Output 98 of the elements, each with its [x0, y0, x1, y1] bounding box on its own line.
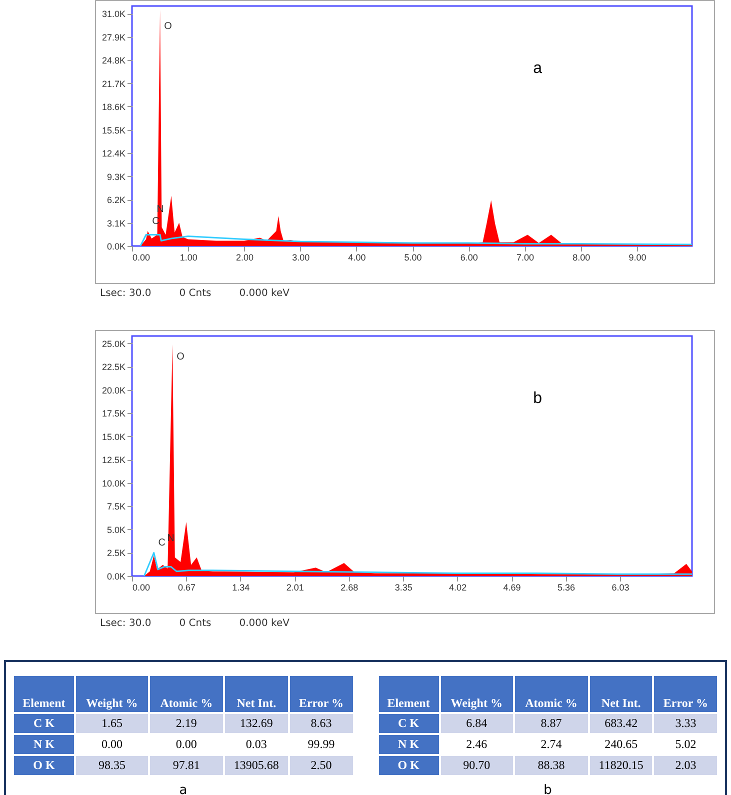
- x-tick-label: 0.00: [132, 252, 150, 262]
- x-tick-label: 3.00: [292, 252, 310, 262]
- text: 11820.15: [598, 758, 644, 772]
- line-series: [143, 552, 692, 576]
- text: 0.000 keV: [239, 618, 290, 629]
- category-label: O K: [398, 758, 420, 772]
- category-label: O K: [33, 758, 55, 772]
- y-tick-label: 25.0K: [102, 338, 126, 349]
- x-tick-label: 6.03: [612, 582, 630, 592]
- text: a: [178, 783, 188, 795]
- category-label: C K: [33, 716, 54, 730]
- text: 88.38: [538, 758, 565, 772]
- x-tick-label: 4.69: [503, 582, 521, 592]
- x-tick-label: 5.00: [404, 252, 422, 262]
- text: 2.19: [176, 716, 197, 730]
- text: 8.87: [540, 716, 562, 730]
- text: 2.50: [310, 758, 332, 772]
- y-tick-label: 20.0K: [102, 385, 126, 396]
- x-tick-label: 2.68: [340, 582, 358, 592]
- y-tick-label: 9.3K: [106, 172, 126, 182]
- text: 8.63: [310, 716, 332, 730]
- y-tick-label: 12.4K: [102, 148, 126, 158]
- category-label: Weight %: [440, 676, 513, 712]
- y-tick-label: 0.0K: [106, 572, 126, 582]
- y-tick-label: 12.5K: [102, 455, 126, 466]
- y-tick-label: 15.5K: [102, 125, 126, 136]
- y-tick-label: 22.5K: [102, 362, 126, 372]
- x-tick-label: 4.00: [348, 252, 366, 262]
- text: 3.33: [675, 716, 696, 730]
- x-tick-label: 2.01: [286, 582, 304, 592]
- text: 99.99: [308, 737, 335, 751]
- text: a: [533, 60, 542, 77]
- text: b: [533, 390, 542, 407]
- text: 0.03: [246, 737, 267, 751]
- text: Lsec: 30.0: [100, 618, 152, 629]
- y-tick-label: 17.5K: [102, 408, 126, 419]
- y-tick-label: 3.1K: [106, 218, 126, 228]
- x-tick-label: 1.34: [232, 582, 250, 592]
- category-label: N K: [33, 737, 54, 751]
- text: b: [542, 783, 553, 795]
- category-label: Error %: [654, 676, 717, 712]
- x-tick-label: 2.00: [236, 252, 254, 262]
- x-tick-label: 9.00: [628, 252, 646, 262]
- y-tick-label: 10.0K: [102, 478, 126, 488]
- x-tick-label: 7.00: [516, 252, 534, 262]
- text: 2.74: [540, 737, 562, 751]
- x-tick-label: 3.35: [394, 582, 412, 592]
- text: 97.81: [172, 758, 200, 772]
- y-tick-label: 7.5K: [106, 502, 126, 512]
- x-tick-label: 5.36: [557, 582, 576, 592]
- annotation: O: [176, 352, 185, 363]
- y-tick-label: 2.5K: [106, 548, 126, 558]
- text: 240.65: [604, 737, 638, 751]
- category-label: Net Int.: [224, 676, 288, 712]
- y-tick-label: 24.8K: [102, 56, 126, 66]
- text: 683.42: [604, 716, 638, 730]
- annotation: O: [164, 21, 172, 32]
- text: 0 Cnts: [179, 618, 212, 629]
- text: 1.65: [101, 716, 122, 730]
- category-label: Net Int.: [590, 676, 652, 712]
- text: 0.00: [176, 737, 197, 751]
- text: 2.03: [675, 758, 696, 772]
- category-label: Element: [378, 676, 439, 712]
- line-series: [140, 234, 692, 246]
- text: Lsec: 30.0: [100, 288, 152, 299]
- x-tick-label: 0.00: [132, 582, 150, 592]
- text: 6.84: [466, 716, 488, 730]
- text: 0.000 keV: [239, 288, 290, 299]
- x-tick-label: 1.00: [180, 252, 198, 262]
- annotation: C: [158, 538, 166, 549]
- text: 90.70: [463, 758, 490, 772]
- y-tick-label: 21.7K: [102, 78, 126, 89]
- text: 0.00: [101, 737, 122, 751]
- y-tick-label: 6.2K: [106, 195, 126, 205]
- y-tick-label: 31.0K: [102, 9, 126, 19]
- y-tick-label: 27.9K: [102, 32, 126, 42]
- y-tick-label: 0.0K: [106, 242, 126, 252]
- y-tick-label: 5.0K: [106, 524, 126, 535]
- y-tick-label: 18.6K: [102, 102, 126, 112]
- text: 13905.68: [234, 758, 279, 772]
- text: 132.69: [240, 716, 273, 730]
- y-tick-label: 15.0K: [102, 432, 126, 442]
- category-label: C K: [398, 716, 420, 730]
- x-tick-label: 6.00: [460, 252, 478, 262]
- text: 0 Cnts: [179, 288, 212, 299]
- annotation: N: [167, 533, 174, 544]
- category-label: Weight %: [76, 676, 148, 712]
- category-label: Element: [14, 676, 74, 712]
- category-label: Error %: [290, 676, 352, 712]
- category-label: Atomic %: [150, 676, 223, 712]
- text: 98.35: [98, 758, 126, 772]
- text: 5.02: [675, 737, 696, 751]
- x-tick-label: 8.00: [572, 252, 590, 262]
- category-label: N K: [398, 737, 420, 751]
- category-label: Atomic %: [514, 676, 588, 712]
- x-tick-label: 0.67: [178, 582, 196, 592]
- x-tick-label: 4.02: [449, 582, 467, 592]
- text: 2.46: [466, 737, 488, 751]
